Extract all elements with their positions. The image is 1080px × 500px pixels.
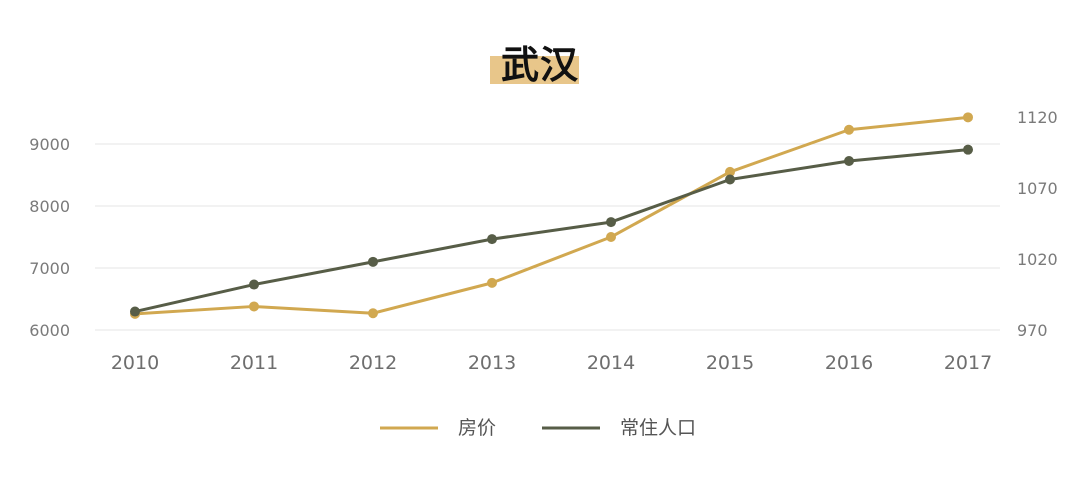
data-point — [844, 124, 854, 135]
x-tick-label: 2017 — [944, 352, 992, 374]
x-tick-label: 2015 — [706, 352, 754, 374]
data-point — [249, 301, 259, 312]
data-point — [368, 308, 378, 319]
right-tick-label: 1070 — [1017, 179, 1058, 198]
x-axis: 2010 2011 2012 2013 2014 2015 2016 2017 — [111, 352, 992, 374]
legend-item: 常住人口 — [542, 417, 696, 439]
x-tick-label: 2013 — [468, 352, 516, 374]
series-layer — [130, 112, 973, 319]
x-tick-label: 2010 — [111, 352, 159, 374]
x-tick-label: 2012 — [349, 352, 397, 374]
chart-title-area: 武汉 — [0, 30, 1080, 90]
title-highlight-bar — [490, 56, 579, 84]
legend-item: 房价 — [380, 417, 496, 439]
x-tick-label: 2011 — [230, 352, 278, 374]
data-point — [963, 144, 973, 155]
left-tick-label: 9000 — [29, 135, 70, 154]
right-y-axis: 970 1020 1070 1120 — [1017, 108, 1058, 340]
data-point — [487, 277, 497, 288]
series-2 — [130, 144, 973, 317]
series-line — [134, 115, 969, 316]
right-tick-label: 970 — [1017, 321, 1048, 340]
grid-lines — [95, 143, 1000, 331]
left-tick-label: 7000 — [29, 259, 70, 278]
legend-label: 房价 — [458, 417, 496, 439]
left-tick-label: 8000 — [29, 197, 70, 216]
x-tick-label: 2014 — [587, 352, 635, 374]
data-point — [606, 217, 616, 228]
data-point — [130, 306, 140, 317]
data-point — [963, 112, 973, 123]
data-point — [487, 234, 497, 245]
data-point — [725, 166, 735, 177]
data-point — [249, 279, 259, 290]
x-tick-label: 2016 — [825, 352, 873, 374]
right-tick-label: 1020 — [1017, 250, 1058, 269]
data-point — [368, 256, 378, 267]
data-point — [725, 174, 735, 185]
data-point — [844, 156, 854, 167]
legend-label: 常住人口 — [620, 417, 696, 439]
right-tick-label: 1120 — [1017, 108, 1058, 127]
series-line — [134, 148, 969, 314]
left-tick-label: 6000 — [29, 321, 70, 340]
left-y-axis: 6000 7000 8000 9000 — [29, 135, 70, 340]
data-point — [606, 232, 616, 242]
chart-title: 武汉 — [500, 43, 579, 87]
legend: 房价 常住人口 — [380, 417, 696, 439]
